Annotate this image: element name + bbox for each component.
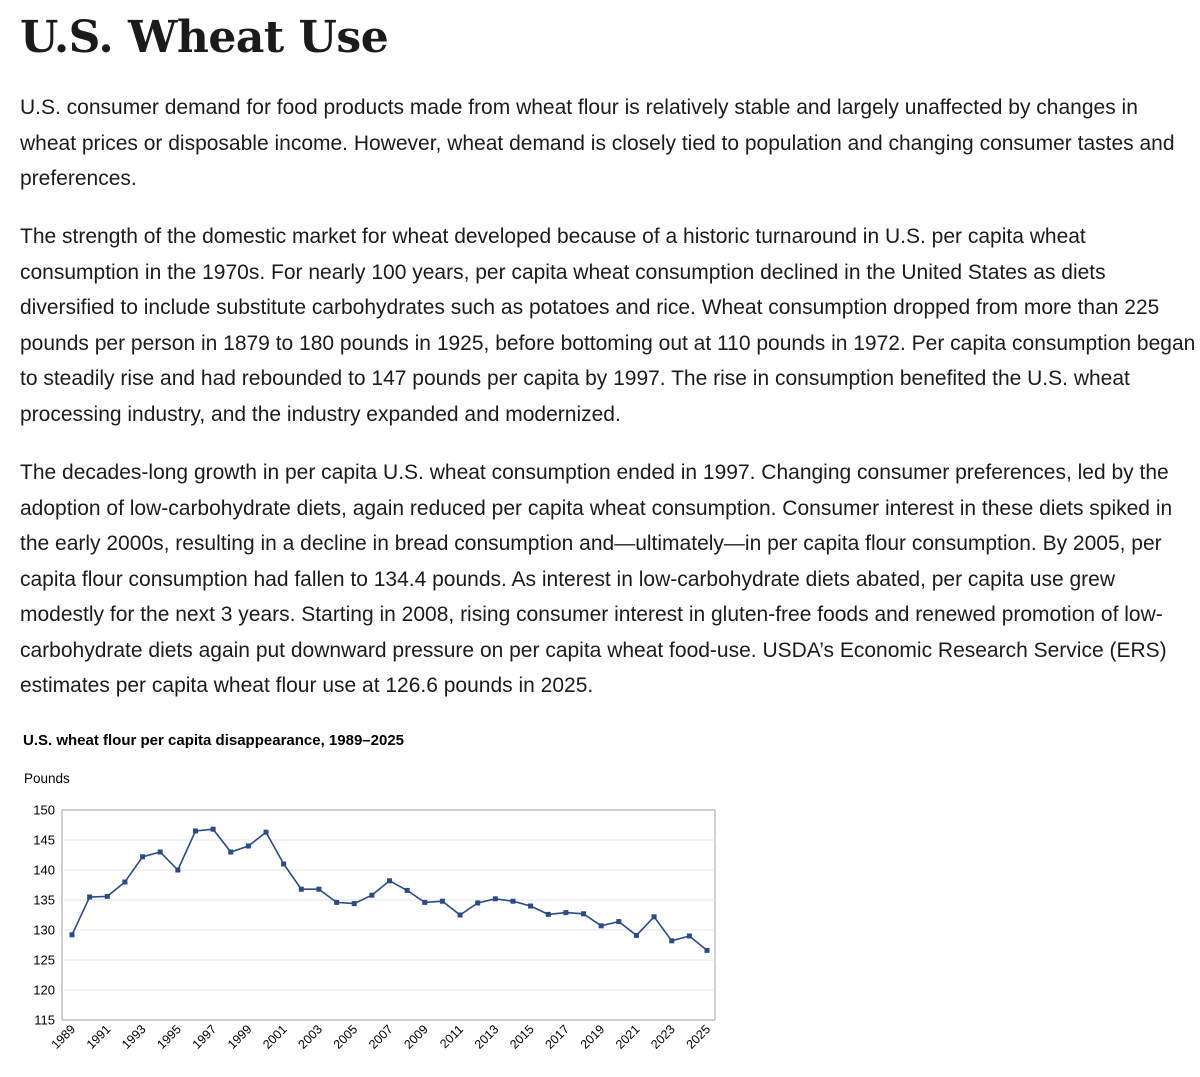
data-point bbox=[122, 879, 128, 885]
data-point bbox=[404, 887, 410, 893]
data-point bbox=[281, 861, 287, 867]
data-point bbox=[192, 828, 198, 834]
paragraph-decline: The decades-long growth in per capita U.… bbox=[20, 461, 1173, 697]
y-tick-label: 145 bbox=[33, 833, 55, 848]
data-point bbox=[263, 829, 269, 835]
data-point bbox=[686, 933, 692, 939]
x-tick-label: 2013 bbox=[472, 1022, 502, 1052]
x-tick-label: 2001 bbox=[260, 1022, 290, 1052]
x-tick-label: 2011 bbox=[437, 1022, 466, 1051]
y-tick-label: 150 bbox=[33, 803, 55, 818]
data-point bbox=[351, 901, 357, 907]
x-tick-label: 1999 bbox=[225, 1022, 255, 1052]
data-point bbox=[651, 914, 657, 920]
data-point bbox=[581, 911, 587, 917]
x-tick-label: 2009 bbox=[401, 1022, 431, 1052]
data-point bbox=[492, 896, 498, 902]
data-point bbox=[387, 878, 392, 884]
x-tick-label: 1995 bbox=[154, 1022, 184, 1052]
data-point bbox=[210, 826, 216, 832]
data-point bbox=[704, 947, 710, 953]
page-title: U.S. Wheat Use bbox=[20, 12, 389, 63]
data-point bbox=[140, 854, 146, 860]
data-point bbox=[616, 919, 622, 925]
x-tick-label: 2003 bbox=[295, 1022, 325, 1052]
data-point bbox=[316, 886, 322, 892]
y-axis-ticks: 150 145 140 135 130 125 120 115 bbox=[33, 803, 55, 1028]
data-point bbox=[157, 849, 163, 855]
x-tick-label: 2025 bbox=[684, 1022, 714, 1052]
data-point bbox=[104, 893, 110, 899]
x-axis-ticks: 1989 1991 1993 1995 1997 1999 2001 2003 2005 2007… bbox=[49, 1022, 714, 1052]
data-points bbox=[69, 826, 710, 953]
data-point bbox=[598, 923, 604, 929]
data-point bbox=[669, 938, 675, 944]
data-point bbox=[528, 903, 534, 909]
x-tick-label: 2017 bbox=[542, 1022, 572, 1052]
y-tick-label: 115 bbox=[34, 1013, 55, 1028]
data-point bbox=[334, 899, 340, 905]
x-tick-label: 1993 bbox=[119, 1022, 149, 1052]
data-point bbox=[228, 849, 234, 855]
plot-area bbox=[61, 809, 716, 1021]
data-point bbox=[422, 899, 428, 905]
y-tick-label: 125 bbox=[33, 953, 55, 968]
x-tick-label: 2019 bbox=[578, 1022, 608, 1052]
data-point bbox=[298, 886, 304, 892]
x-tick-label: 2021 bbox=[613, 1022, 643, 1052]
x-tick-label: 2023 bbox=[648, 1022, 678, 1052]
y-tick-label: 135 bbox=[33, 893, 55, 908]
x-tick-label: 2005 bbox=[331, 1022, 361, 1052]
gridlines bbox=[62, 839, 715, 991]
data-point bbox=[369, 892, 375, 898]
y-tick-label: 120 bbox=[33, 983, 55, 998]
data-point bbox=[87, 894, 93, 900]
data-point bbox=[633, 932, 639, 938]
paragraph-intro: U.S. consumer demand for food products m… bbox=[20, 96, 1175, 190]
data-point bbox=[563, 910, 569, 916]
x-tick-label: 2015 bbox=[507, 1022, 537, 1052]
chart-title: U.S. wheat flour per capita disappearanc… bbox=[23, 732, 404, 749]
paragraph-history: The strength of the domestic market for … bbox=[20, 225, 1196, 426]
x-tick-label: 1991 bbox=[84, 1022, 114, 1052]
y-tick-label: 140 bbox=[33, 863, 55, 878]
data-point bbox=[510, 898, 516, 904]
data-point bbox=[457, 912, 463, 918]
data-point bbox=[439, 898, 445, 904]
y-axis-label: Pounds bbox=[24, 771, 70, 786]
chart-figure: U.S. wheat flour per capita disappearanc… bbox=[0, 720, 1200, 1072]
data-point bbox=[475, 900, 481, 906]
data-point bbox=[69, 932, 75, 938]
x-tick-label: 2007 bbox=[366, 1022, 396, 1052]
data-point bbox=[545, 911, 551, 917]
x-tick-label: 1997 bbox=[190, 1022, 220, 1052]
data-point bbox=[245, 843, 251, 849]
y-tick-label: 130 bbox=[33, 923, 55, 938]
chart-svg: U.S. wheat flour per capita disappearanc… bbox=[23, 732, 716, 1052]
data-point bbox=[175, 867, 181, 873]
